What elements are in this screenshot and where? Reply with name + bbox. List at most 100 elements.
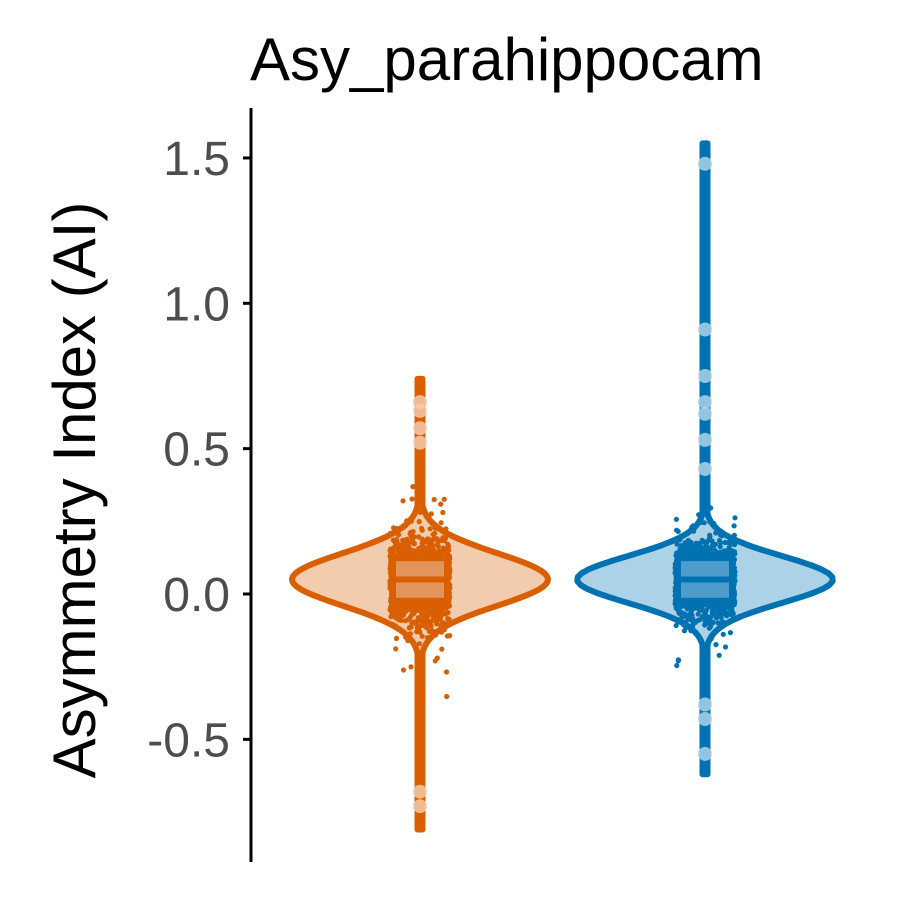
data-point [400, 667, 407, 673]
data-point [406, 549, 412, 555]
data-point [720, 631, 726, 637]
data-point [717, 532, 724, 538]
data-point [697, 545, 704, 551]
data-point [681, 611, 688, 617]
data-point [700, 614, 706, 620]
data-point [388, 614, 394, 620]
data-point [429, 537, 436, 543]
outlier-point [698, 746, 712, 761]
data-point [701, 508, 707, 514]
data-point [692, 605, 698, 611]
data-point [681, 622, 687, 628]
data-point [443, 669, 450, 675]
data-point [433, 617, 439, 623]
data-point [399, 544, 405, 550]
data-point [444, 621, 450, 627]
outlier-point [413, 784, 427, 799]
data-point [676, 552, 683, 558]
data-point [729, 608, 735, 615]
data-point [441, 627, 447, 633]
data-point [699, 551, 705, 557]
data-point [416, 641, 422, 647]
data-point [717, 609, 724, 616]
data-point [390, 609, 397, 616]
data-point [445, 616, 451, 622]
data-point [439, 646, 445, 652]
data-point [390, 605, 396, 611]
data-point [428, 622, 434, 628]
violin-group [574, 140, 836, 778]
data-point [716, 537, 723, 544]
outlier-point [698, 322, 712, 337]
data-point [685, 612, 692, 618]
data-point [698, 605, 705, 611]
data-point [706, 616, 712, 622]
data-point [425, 538, 431, 544]
data-point [429, 628, 435, 634]
data-point [439, 608, 445, 614]
data-point [675, 657, 682, 663]
data-point [672, 570, 678, 576]
data-point [440, 535, 446, 541]
y-axis-label: Asymmetry Index (AI) [41, 202, 108, 779]
data-point [415, 534, 422, 540]
data-point [446, 547, 452, 553]
data-point [410, 539, 416, 545]
data-point [722, 644, 729, 650]
outlier-point [413, 395, 427, 410]
data-point [676, 610, 682, 616]
data-point [393, 646, 399, 652]
data-point [413, 603, 419, 609]
data-point [696, 541, 702, 547]
data-point [387, 530, 393, 536]
data-point [390, 525, 397, 531]
data-point [431, 496, 437, 503]
data-point [401, 550, 407, 556]
data-point [415, 506, 421, 512]
outliers [413, 395, 427, 814]
data-point [403, 608, 409, 614]
data-point [673, 516, 680, 522]
outlier-point [698, 156, 712, 171]
data-point [417, 509, 423, 515]
outlier-point [698, 432, 712, 447]
data-point [432, 525, 438, 531]
data-point [428, 548, 434, 554]
y-tick-label: 1.5 [163, 133, 230, 186]
outliers [698, 156, 712, 761]
data-point [674, 662, 680, 669]
data-point [706, 625, 713, 631]
data-point [672, 565, 678, 571]
data-point [400, 524, 406, 531]
data-point [707, 519, 713, 525]
data-point [674, 541, 680, 547]
outlier-point [698, 712, 712, 726]
data-point [708, 505, 714, 511]
data-point [677, 546, 683, 552]
data-point [718, 620, 724, 626]
data-point [696, 512, 702, 518]
data-point [432, 530, 438, 536]
y-tick-label: 1.0 [163, 278, 230, 331]
data-point [706, 535, 713, 542]
data-point [712, 611, 718, 617]
data-point [728, 538, 734, 544]
data-point [398, 609, 404, 615]
data-point [435, 549, 442, 555]
violin-shape [574, 140, 836, 778]
data-point [702, 601, 708, 607]
data-point [692, 620, 698, 626]
data-point [691, 546, 697, 552]
data-point [394, 542, 400, 548]
data-point [447, 594, 453, 601]
data-point [410, 484, 416, 490]
data-point [411, 610, 417, 616]
data-point [731, 549, 738, 555]
data-point [716, 626, 722, 632]
data-point [709, 547, 715, 553]
data-point [403, 634, 409, 640]
data-point [438, 520, 444, 526]
data-point [713, 530, 719, 536]
data-point [427, 526, 433, 532]
